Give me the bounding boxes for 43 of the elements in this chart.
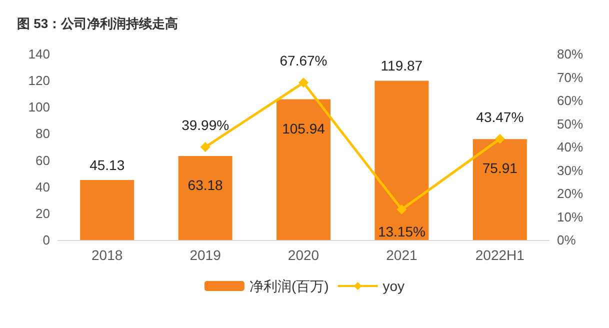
point bbox=[396, 204, 407, 214]
data-label: 39.99% bbox=[182, 117, 230, 134]
y-tick-label: 0 bbox=[42, 232, 50, 248]
x-tick-label: 2018 bbox=[92, 247, 123, 263]
data-label: 43.47% bbox=[476, 108, 524, 125]
y-tick-label: 100 bbox=[28, 100, 50, 115]
y2-tick-label: 10% bbox=[557, 209, 584, 224]
legend-label: 净利润(百万) bbox=[249, 278, 329, 294]
x-tick-label: 2020 bbox=[288, 247, 320, 263]
bar bbox=[374, 80, 429, 240]
bar bbox=[178, 156, 232, 240]
x-tick-label: 2022H1 bbox=[475, 247, 525, 263]
bar bbox=[472, 139, 527, 240]
data-label: 75.91 bbox=[482, 160, 518, 176]
legend-label: yoy bbox=[382, 278, 405, 294]
data-label: 13.15% bbox=[378, 223, 426, 240]
y2-tick-label: 30% bbox=[557, 162, 584, 178]
data-label: 119.87 bbox=[380, 58, 423, 74]
data-label: 105.94 bbox=[282, 120, 326, 136]
x-tick-label: 2021 bbox=[386, 247, 418, 263]
y2-tick-label: 0% bbox=[557, 232, 576, 248]
y-tick-label: 20 bbox=[36, 206, 50, 221]
x-tick-label: 2019 bbox=[190, 247, 222, 263]
data-label: 45.13 bbox=[90, 157, 125, 174]
point bbox=[494, 134, 505, 144]
point bbox=[298, 78, 308, 88]
chart-title: 图 53：公司净利润持续走高 bbox=[17, 16, 178, 31]
bar bbox=[276, 99, 331, 240]
y-tick-label: 80 bbox=[36, 126, 50, 142]
y2-tick-label: 20% bbox=[557, 186, 584, 201]
data-label: 63.18 bbox=[188, 177, 224, 194]
y2-tick-label: 60% bbox=[557, 93, 584, 108]
y2-tick-label: 80% bbox=[557, 46, 584, 62]
y2-tick-label: 70% bbox=[557, 70, 584, 85]
data-label: 67.67% bbox=[280, 52, 328, 69]
y2-tick-label: 50% bbox=[557, 116, 584, 132]
bar bbox=[80, 180, 134, 240]
y2-tick-label: 40% bbox=[557, 140, 584, 154]
y-tick-label: 60 bbox=[36, 152, 50, 168]
y-tick-label: 140 bbox=[28, 46, 50, 62]
y-tick-label: 40 bbox=[36, 179, 50, 194]
y-tick-label: 120 bbox=[28, 73, 50, 88]
point bbox=[200, 142, 210, 152]
